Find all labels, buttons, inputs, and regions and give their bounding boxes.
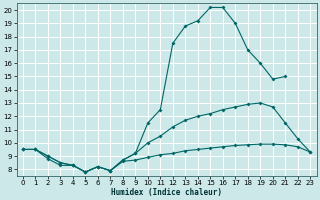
- X-axis label: Humidex (Indice chaleur): Humidex (Indice chaleur): [111, 188, 222, 197]
